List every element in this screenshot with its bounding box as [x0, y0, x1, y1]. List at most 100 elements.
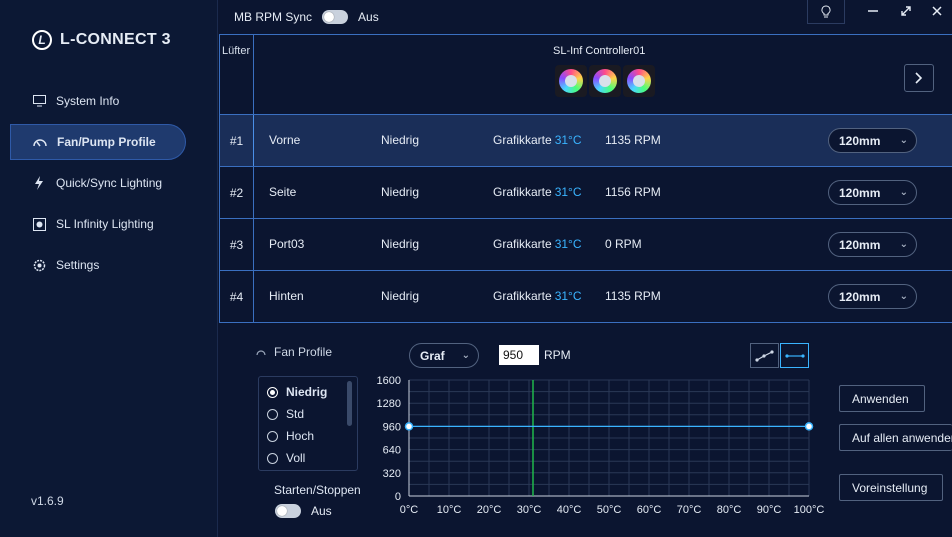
- preset-defaults-button-label: Voreinstellung: [852, 480, 928, 495]
- radio-icon: [267, 430, 278, 442]
- top-bar: MB RPM Sync Aus: [219, 0, 952, 34]
- fan-size-select[interactable]: 120mm ⌄: [828, 284, 917, 309]
- preset-defaults-button[interactable]: Voreinstellung: [839, 474, 943, 501]
- start-stop: Aus: [275, 504, 332, 518]
- mb-rpm-sync: MB RPM Sync Aus: [234, 10, 379, 24]
- preset-std[interactable]: Std: [259, 403, 357, 425]
- fan-gauge-icon: [256, 350, 266, 356]
- x-tick-label: 30°C: [517, 504, 542, 516]
- chevron-down-icon: ⌄: [899, 291, 908, 302]
- preset-label: Niedrig: [286, 385, 328, 399]
- source-temp: 31°C: [554, 237, 582, 251]
- fan-mode: Niedrig: [381, 133, 420, 147]
- fan-column-header: Lüfter: [219, 35, 254, 115]
- fan-row-4[interactable]: #4 Hinten Niedrig Grafikkarte 31°C 1135 R…: [219, 271, 952, 323]
- fan-row-2[interactable]: #2 Seite Niedrig Grafikkarte 31°C 1156 RP…: [219, 167, 952, 219]
- fan-number: #2: [219, 167, 254, 218]
- start-stop-toggle[interactable]: [275, 504, 301, 518]
- fan-size-select[interactable]: 120mm ⌄: [828, 128, 917, 153]
- graph-mode-select[interactable]: Graf ⌄: [409, 343, 479, 368]
- chevron-down-icon: ⌄: [461, 350, 470, 361]
- apply-button[interactable]: Anwenden: [839, 385, 925, 412]
- next-controller-button[interactable]: [904, 64, 934, 92]
- source-temp: 31°C: [554, 289, 582, 303]
- curve-mode-button[interactable]: [750, 343, 779, 368]
- y-tick-label: 960: [383, 421, 401, 433]
- mb-rpm-sync-toggle[interactable]: [322, 10, 349, 24]
- rgb-fan-icon: [589, 65, 621, 97]
- source-label: Grafikkarte: [493, 237, 552, 251]
- close-button[interactable]: [929, 3, 945, 19]
- sidebar-item-system-info[interactable]: System Info: [10, 83, 186, 119]
- fan-mode: Niedrig: [381, 185, 420, 199]
- preset-scrollbar[interactable]: [347, 381, 352, 426]
- radio-icon: [267, 452, 278, 464]
- lightbulb-button[interactable]: [807, 0, 845, 24]
- fan-size-value: 120mm: [839, 133, 881, 148]
- rpm-input[interactable]: [499, 345, 539, 365]
- sidebar-item-settings[interactable]: Settings: [10, 247, 186, 283]
- app-title: L-CONNECT 3: [60, 31, 171, 48]
- x-tick-label: 20°C: [477, 504, 502, 516]
- fan-gauge-icon: [33, 135, 47, 149]
- fan-name: Hinten: [269, 289, 304, 303]
- fan-size-select[interactable]: 120mm ⌄: [828, 180, 917, 205]
- source-label: Grafikkarte: [493, 133, 552, 147]
- logo-icon: L: [32, 30, 52, 50]
- sidebar-item-quick-sync-lighting[interactable]: Quick/Sync Lighting: [10, 165, 186, 201]
- minimize-button[interactable]: [865, 3, 881, 19]
- fan-source: Grafikkarte 31°C: [493, 289, 582, 303]
- sidebar-item-fan-pump-profile[interactable]: Fan/Pump Profile: [10, 124, 186, 160]
- maximize-button[interactable]: [898, 3, 914, 19]
- fan-size-select[interactable]: 120mm ⌄: [828, 232, 917, 257]
- x-tick-label: 60°C: [637, 504, 662, 516]
- y-tick-label: 0: [395, 491, 401, 503]
- fan-size-value: 120mm: [839, 289, 881, 304]
- fan-row-3[interactable]: #3 Port03 Niedrig Grafikkarte 31°C 0 RPM …: [219, 219, 952, 271]
- lightning-icon: [32, 176, 46, 190]
- controller-header: Lüfter SL-Inf Controller01: [219, 34, 952, 115]
- sidebar-item-sl-infinity-lighting[interactable]: SL Infinity Lighting: [10, 206, 186, 242]
- fan-number: #1: [219, 115, 254, 166]
- x-tick-label: 50°C: [597, 504, 622, 516]
- chevron-down-icon: ⌄: [899, 135, 908, 146]
- fan-rpm: 0 RPM: [605, 237, 642, 251]
- preset-niedrig[interactable]: Niedrig: [259, 381, 357, 403]
- sidebar-item-label: Settings: [56, 258, 100, 272]
- fan-number: #4: [219, 271, 254, 322]
- chevron-down-icon: ⌄: [899, 187, 908, 198]
- fan-curve-chart[interactable]: 0 320 640 960 1280 1600 0°C 10°C 20°C 30°C 40°C 50°…: [369, 371, 834, 531]
- start-stop-label: Starten/Stoppen: [274, 483, 361, 497]
- flat-line-icon: [784, 353, 805, 358]
- mb-rpm-sync-label: MB RPM Sync: [234, 10, 313, 24]
- x-tick-label: 40°C: [557, 504, 582, 516]
- radio-icon: [267, 408, 278, 420]
- fan-size-value: 120mm: [839, 237, 881, 252]
- fan-size-value: 120mm: [839, 185, 881, 200]
- fan-profile-panel: Fan Profile Graf ⌄ RPM Niedrig Std Hoch …: [219, 325, 952, 537]
- close-icon: [932, 6, 942, 16]
- chevron-right-icon: [915, 72, 923, 84]
- preset-hoch[interactable]: Hoch: [259, 425, 357, 447]
- gear-icon: [32, 258, 46, 272]
- preset-list: Niedrig Std Hoch Voll: [258, 376, 358, 471]
- source-temp: 31°C: [554, 133, 582, 147]
- preset-voll[interactable]: Voll: [259, 447, 357, 469]
- sidebar-item-label: System Info: [56, 94, 120, 108]
- rgb-fan-icon: [555, 65, 587, 97]
- apply-all-button[interactable]: Auf allen anwenden: [839, 424, 952, 451]
- fan-name: Port03: [269, 237, 305, 251]
- y-tick-label: 640: [383, 445, 401, 457]
- app-logo: L L-CONNECT 3: [32, 30, 171, 50]
- fan-mode: Niedrig: [381, 237, 420, 251]
- preset-label: Std: [286, 407, 305, 421]
- fan-rpm: 1135 RPM: [605, 133, 661, 147]
- minimize-icon: [868, 10, 878, 12]
- fan-source: Grafikkarte 31°C: [493, 133, 582, 147]
- fan-profile-title: Fan Profile: [274, 345, 333, 359]
- fan-curve-point: [804, 422, 814, 431]
- fan-row-1[interactable]: #1 Vorne Niedrig Grafikkarte 31°C 1135 RP…: [219, 115, 952, 167]
- flat-mode-button[interactable]: [780, 343, 809, 368]
- fan-column-label: Lüfter: [222, 45, 251, 57]
- radio-selected-icon: [267, 386, 278, 398]
